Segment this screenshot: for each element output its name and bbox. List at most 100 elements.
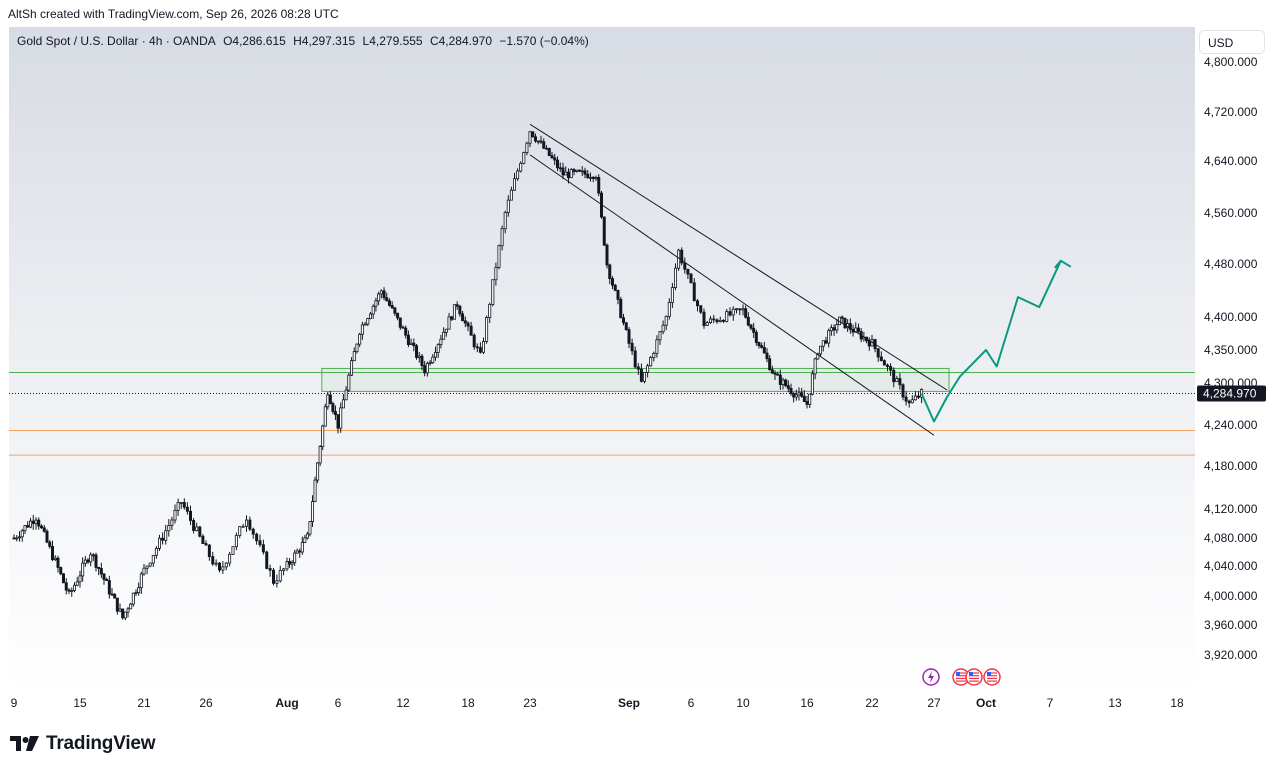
candle-body xyxy=(393,307,397,314)
candle-body xyxy=(173,510,177,521)
candle-body xyxy=(420,355,424,367)
candle-body xyxy=(86,559,90,563)
candle-body xyxy=(519,162,523,172)
candle-body xyxy=(917,395,921,398)
candle-body xyxy=(655,339,659,354)
candle-body xyxy=(481,341,485,353)
currency-button[interactable]: USD xyxy=(1199,30,1265,54)
candle-body xyxy=(778,374,782,385)
candle-body xyxy=(431,356,435,363)
candle-body xyxy=(409,342,413,345)
candle-body xyxy=(425,363,429,374)
candle-body xyxy=(525,142,529,153)
candle-body xyxy=(182,502,186,508)
us-flag-icon[interactable] xyxy=(965,668,983,686)
candle-body xyxy=(415,345,419,358)
candle-body xyxy=(735,308,739,311)
candle-body xyxy=(56,557,60,568)
candle-body xyxy=(550,155,554,159)
candle-body xyxy=(904,396,908,402)
candle-body xyxy=(241,525,245,528)
candle-body xyxy=(627,329,631,344)
candle-body xyxy=(564,171,568,176)
candle-body xyxy=(344,389,348,401)
candle-body xyxy=(639,368,643,382)
candle-body xyxy=(898,378,902,386)
candle-body xyxy=(70,590,74,592)
candle-body xyxy=(305,533,309,539)
candle-body xyxy=(23,525,27,532)
candle-body xyxy=(113,593,117,599)
candle-body xyxy=(547,147,551,156)
candle-body xyxy=(705,322,709,326)
x-tick-label: 13 xyxy=(1108,696,1122,710)
candle-body xyxy=(591,176,595,179)
candle-body xyxy=(326,394,330,408)
candle-body xyxy=(674,267,678,288)
candle-body xyxy=(333,411,337,415)
candle-body xyxy=(466,322,470,327)
chart-svg[interactable]: 4,800.000 4,720.000 4,640.000 4,560.000 4,48… xyxy=(0,0,1280,720)
projection-arrowhead[interactable] xyxy=(1054,259,1072,269)
candle-body xyxy=(784,379,788,387)
candle-body xyxy=(387,300,391,306)
y-tick-label: 4,720.000 xyxy=(1204,105,1258,119)
us-flag-icon[interactable] xyxy=(983,668,1001,686)
candle-body xyxy=(876,348,880,358)
candle-body xyxy=(776,373,780,376)
candle-body xyxy=(913,395,917,401)
candle-body xyxy=(204,543,208,546)
candle-body xyxy=(792,393,796,398)
candle-body xyxy=(800,392,804,397)
projection-path[interactable] xyxy=(920,260,1062,423)
candle-body xyxy=(290,562,294,565)
candle-body xyxy=(401,326,405,329)
candle-body xyxy=(624,322,628,331)
candle-body xyxy=(500,228,504,247)
candle-body xyxy=(712,318,716,321)
candle-body xyxy=(404,327,408,336)
descending-trendline-2[interactable] xyxy=(529,154,935,436)
candle-body xyxy=(417,355,421,358)
candle-body xyxy=(545,147,549,150)
candle-body xyxy=(661,324,665,333)
candle-body xyxy=(819,345,823,355)
tradingview-logo-icon xyxy=(10,736,39,751)
candle-body xyxy=(310,501,314,522)
tradingview-brand[interactable]: TradingView xyxy=(10,733,156,755)
descending-trendline-1[interactable] xyxy=(529,123,948,391)
candle-body xyxy=(718,319,722,323)
y-tick-label: 4,240.000 xyxy=(1204,418,1258,432)
candle-body xyxy=(670,287,674,303)
candle-body xyxy=(371,305,375,315)
candle-body xyxy=(167,524,171,532)
candle-body xyxy=(350,360,354,376)
candle-body xyxy=(126,608,130,613)
time-axis[interactable] xyxy=(0,690,1195,717)
candle-body xyxy=(148,562,152,567)
candle-body xyxy=(760,345,764,348)
candle-body xyxy=(892,369,896,383)
candle-body xyxy=(339,407,343,429)
candle-body xyxy=(316,462,320,481)
candle-body xyxy=(131,592,135,605)
price-scale[interactable] xyxy=(1195,27,1280,717)
chart-pane[interactable] xyxy=(9,27,1195,690)
candle-body xyxy=(423,365,427,374)
candle-body xyxy=(472,334,476,348)
candle-body xyxy=(580,170,584,173)
y-tick-label: 4,120.000 xyxy=(1204,502,1258,516)
x-tick-label: Sep xyxy=(618,696,640,710)
x-tick-label: 12 xyxy=(396,696,410,710)
candle-body xyxy=(843,317,847,329)
candle-body xyxy=(699,305,703,313)
candle-body xyxy=(26,525,30,528)
candle-body xyxy=(363,323,367,326)
y-tick-label: 4,640.000 xyxy=(1204,154,1258,168)
x-tick-label: 18 xyxy=(461,696,475,710)
candle-body xyxy=(664,315,668,326)
ohlc-open: O4,286.615 xyxy=(223,34,286,48)
candle-body xyxy=(75,581,79,586)
x-tick-label: 18 xyxy=(1170,696,1184,710)
candle-body xyxy=(452,304,456,320)
